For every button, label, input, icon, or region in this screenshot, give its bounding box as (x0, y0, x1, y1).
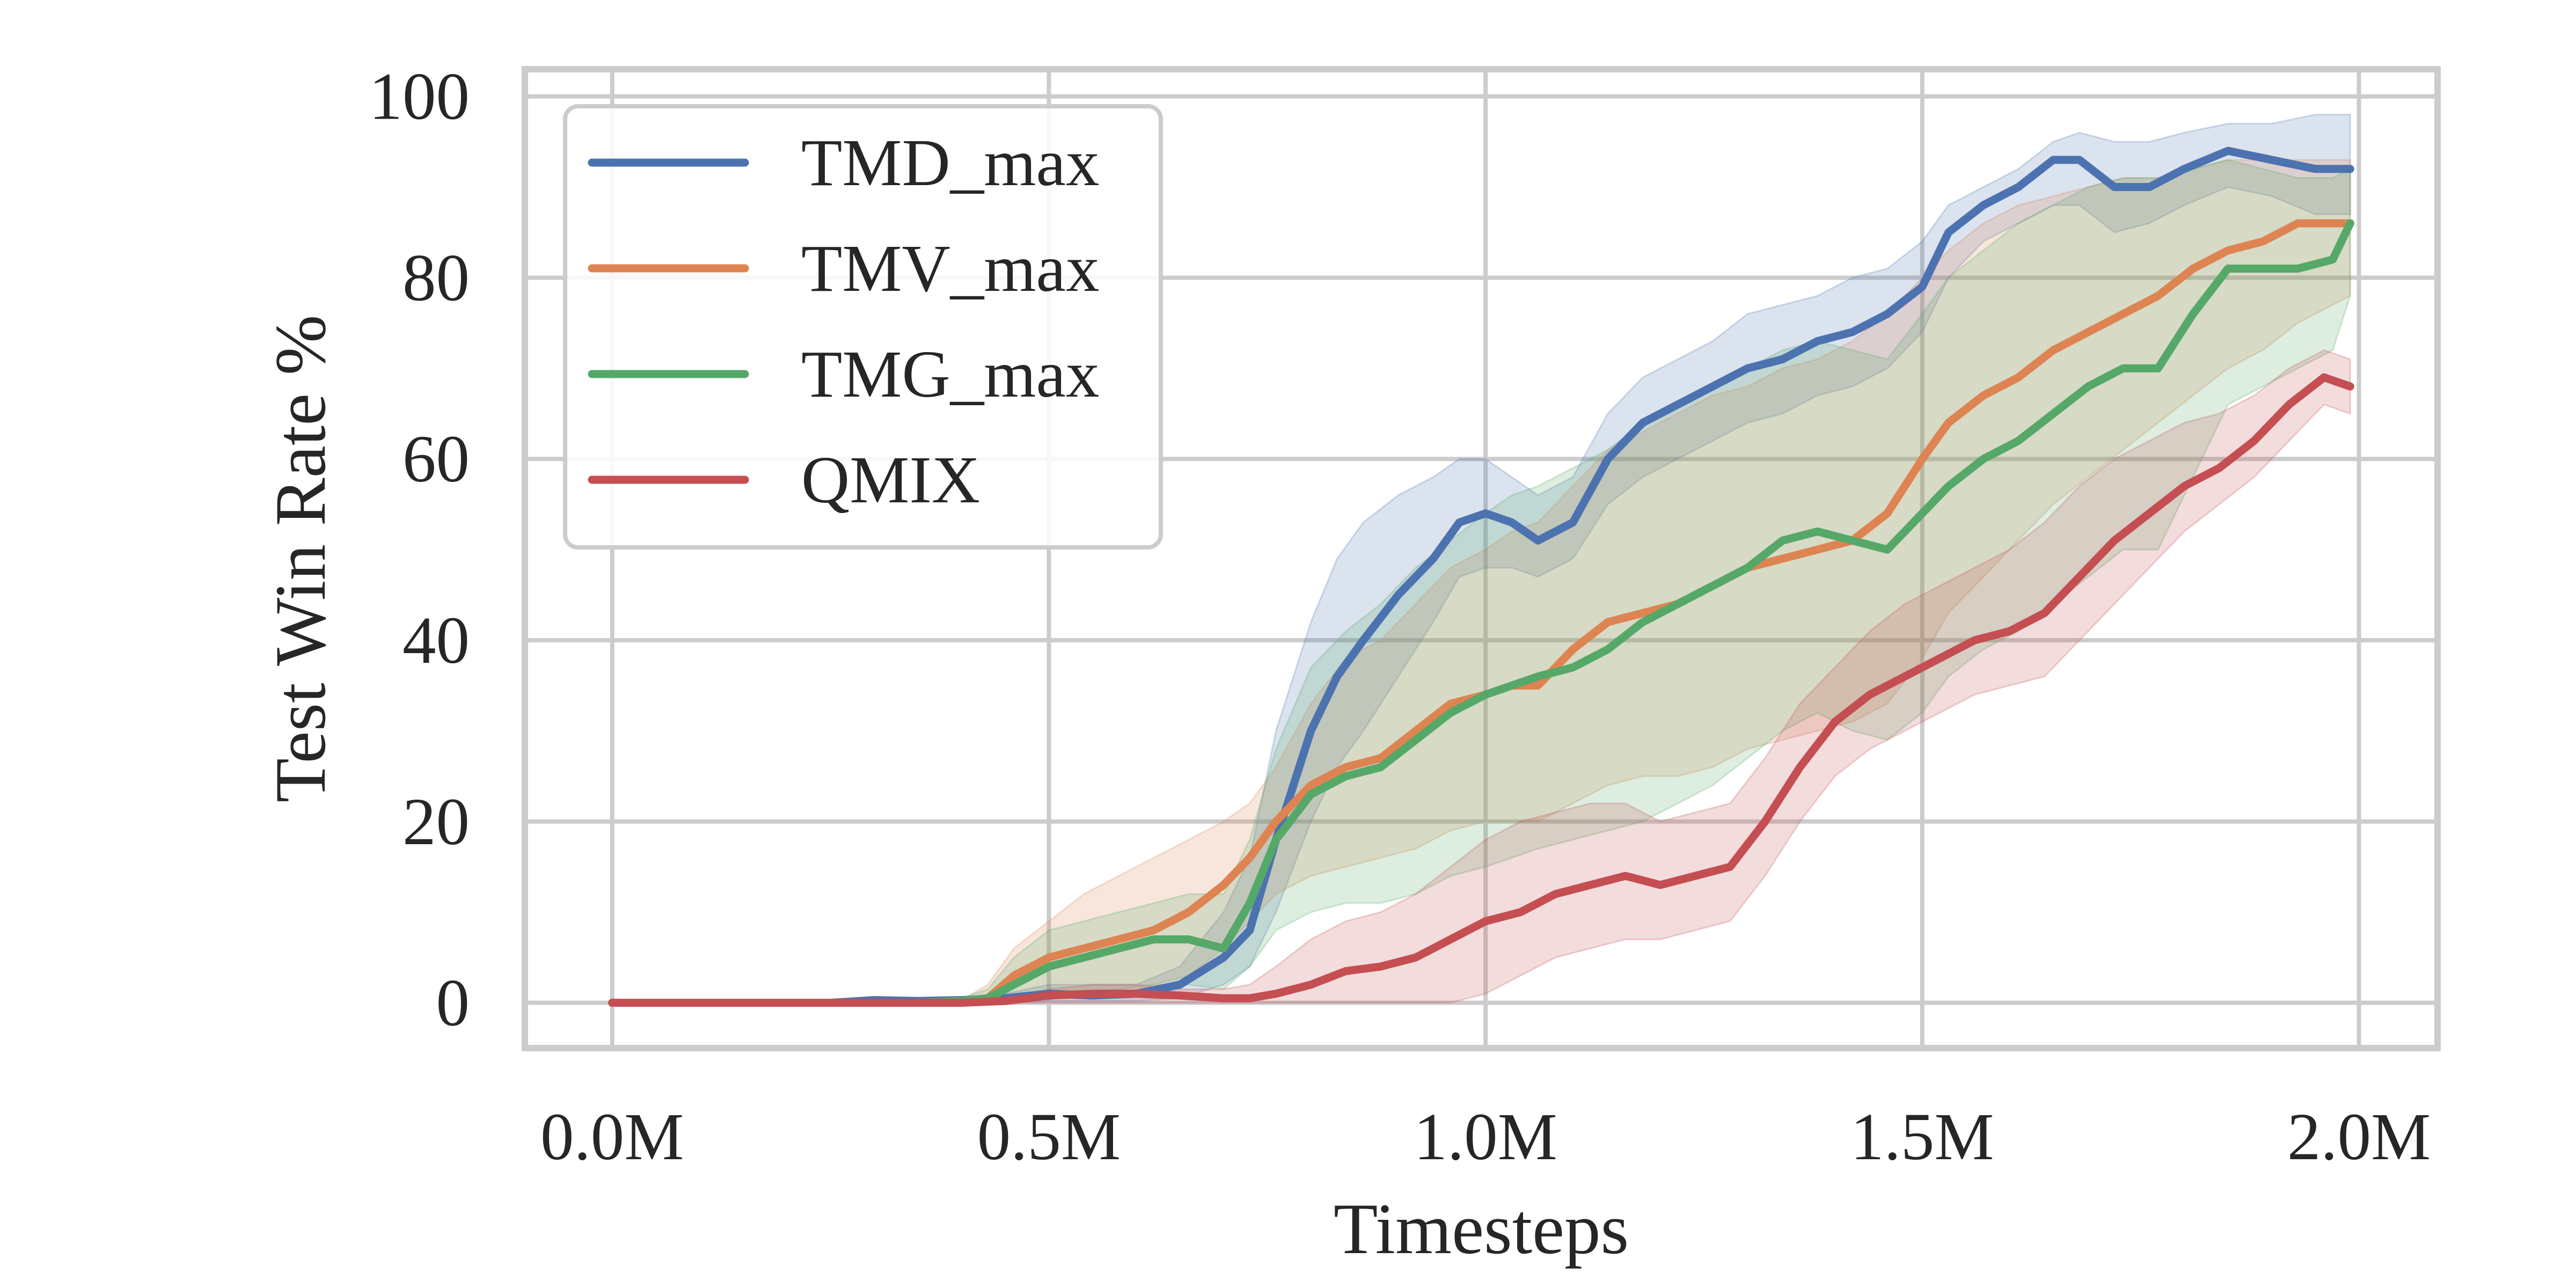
x-tick-label: 2.0M (2287, 1100, 2431, 1174)
x-tick-label: 1.5M (1850, 1100, 1994, 1174)
y-axis-label: Test Win Rate % (261, 315, 341, 803)
legend-label: QMIX (801, 443, 980, 517)
y-tick-label: 100 (369, 60, 470, 134)
y-tick-label: 0 (436, 967, 470, 1041)
legend-label: TMV_max (801, 232, 1099, 306)
series-lines (608, 147, 2354, 1007)
confidence-bands (612, 113, 2351, 1004)
x-axis-label: Timesteps (1334, 1189, 1629, 1269)
x-tick-label: 0.0M (540, 1100, 684, 1174)
series-line (608, 219, 2354, 1007)
x-tick-label: 0.5M (977, 1100, 1121, 1174)
series-line (608, 373, 2354, 1007)
y-tick-label: 80 (402, 241, 470, 315)
legend-label: TMG_max (801, 338, 1099, 412)
legend: TMD_max TMV_max TMG_max QMIX (563, 104, 1163, 550)
plot-frame (522, 66, 2441, 1051)
y-tick-labels: 0 20 40 60 80 100 (369, 60, 470, 1041)
y-tick-label: 20 (402, 785, 470, 859)
y-tick-label: 40 (402, 604, 470, 678)
legend-box (563, 104, 1163, 550)
confidence-band (612, 113, 2351, 1004)
series-line (608, 219, 2354, 1007)
x-tick-labels: 0.0M 0.5M 1.0M 1.5M 2.0M (540, 1100, 2431, 1174)
legend-label: TMD_max (801, 126, 1099, 200)
y-tick-label: 60 (402, 422, 470, 496)
x-tick-label: 1.0M (1414, 1100, 1557, 1174)
